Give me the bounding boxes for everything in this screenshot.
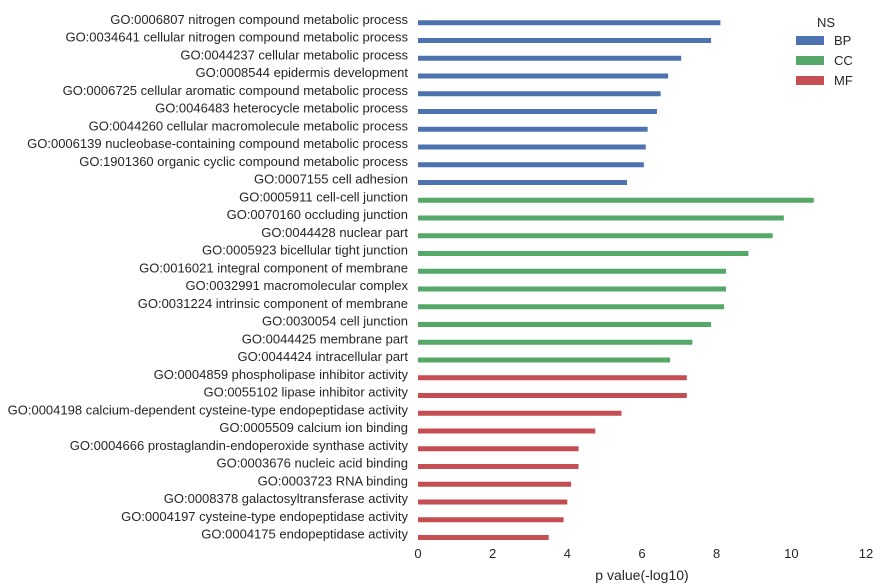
legend-swatch <box>796 36 824 45</box>
bar <box>418 109 657 114</box>
x-tick-label: 4 <box>564 546 571 561</box>
bar <box>418 304 725 310</box>
bar <box>418 215 784 221</box>
category-label: GO:0005911 cell-cell junction <box>239 189 408 204</box>
legend-title: NS <box>817 15 835 30</box>
category-labels-group: GO:0006807 nitrogen compound metabolic p… <box>8 12 409 542</box>
bar <box>418 73 669 79</box>
bar <box>418 499 568 505</box>
bar <box>418 375 687 381</box>
category-label: GO:0034641 cellular nitrogen compound me… <box>65 30 408 45</box>
category-label: GO:0004198 calcium-dependent cysteine-ty… <box>8 402 409 417</box>
category-label: GO:1901360 organic cyclic compound metab… <box>79 154 408 169</box>
bar <box>418 410 622 416</box>
category-label: GO:0004859 phospholipase inhibitor activ… <box>154 367 409 382</box>
legend-swatch <box>796 76 824 85</box>
category-label: GO:0044424 intracellular part <box>237 349 408 364</box>
category-label: GO:0016021 integral component of membran… <box>139 260 408 275</box>
category-label: GO:0007155 cell adhesion <box>254 172 408 187</box>
x-tick-label: 0 <box>414 546 421 561</box>
bar <box>418 251 749 256</box>
bar <box>418 20 721 26</box>
bar <box>418 197 814 203</box>
x-ticks-group: 0 2 4 6 8 10 12 <box>414 546 873 561</box>
bar <box>418 481 572 487</box>
legend-label: BP <box>834 33 851 48</box>
category-label: GO:0004666 prostaglandin-endoperoxide sy… <box>70 438 409 453</box>
bar <box>418 464 579 469</box>
x-axis-title: p value(-log10) <box>595 567 688 583</box>
bar <box>418 322 712 327</box>
category-label: GO:0044237 cellular metabolic process <box>180 47 408 62</box>
bar <box>418 91 661 97</box>
category-label: GO:0046483 heterocycle metabolic process <box>155 101 408 116</box>
category-label: GO:0055102 lipase inhibitor activity <box>203 385 408 400</box>
bar <box>418 268 726 274</box>
category-label: GO:0044260 cellular macromolecule metabo… <box>89 118 409 133</box>
bar <box>418 357 670 363</box>
legend-swatch <box>796 56 824 65</box>
category-label: GO:0004197 cysteine-type endopeptidase a… <box>121 509 408 524</box>
category-label: GO:0030054 cell junction <box>262 314 408 329</box>
category-label: GO:0005509 calcium ion binding <box>219 420 408 435</box>
bar <box>418 393 687 398</box>
bar <box>418 144 646 150</box>
category-label: GO:0008544 epidermis development <box>196 65 409 80</box>
bar <box>418 339 693 345</box>
category-label: GO:0005923 bicellular tight junction <box>202 243 408 258</box>
bar <box>418 126 648 132</box>
bar <box>418 446 579 452</box>
bar <box>418 180 628 185</box>
legend: NS BP CC MF <box>796 15 853 88</box>
x-tick-label: 2 <box>489 546 496 561</box>
category-label: GO:0070160 occluding junction <box>227 207 408 222</box>
bar <box>418 286 726 292</box>
x-tick-label: 8 <box>713 546 720 561</box>
category-label: GO:0032991 macromolecular complex <box>185 278 408 293</box>
bar <box>418 233 773 239</box>
x-tick-label: 6 <box>638 546 645 561</box>
category-label: GO:0004175 endopeptidase activity <box>201 527 408 542</box>
category-label: GO:0006725 cellular aromatic compound me… <box>63 83 409 98</box>
category-label: GO:0003676 nucleic acid binding <box>216 456 408 471</box>
category-label: GO:0003723 RNA binding <box>258 473 408 488</box>
x-tick-label: 12 <box>859 546 873 561</box>
bar <box>418 535 549 540</box>
category-label: GO:0044425 membrane part <box>242 331 409 346</box>
bar <box>418 55 682 61</box>
bar <box>418 428 596 434</box>
category-label: GO:0008378 galactosyltransferase activit… <box>164 491 409 506</box>
bar <box>418 517 564 523</box>
category-label: GO:0044428 nuclear part <box>261 225 408 240</box>
category-label: GO:0031224 intrinsic component of membra… <box>138 296 408 311</box>
category-label: GO:0006807 nitrogen compound metabolic p… <box>110 12 408 27</box>
bars-group <box>418 20 814 540</box>
legend-label: CC <box>834 53 853 68</box>
category-label: GO:0006139 nucleobase-containing compoun… <box>27 136 408 151</box>
bar <box>418 38 712 43</box>
x-tick-label: 10 <box>784 546 798 561</box>
bar <box>418 162 644 168</box>
legend-label: MF <box>834 73 853 88</box>
